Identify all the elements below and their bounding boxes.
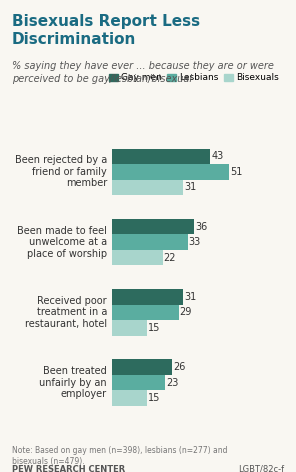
Text: 31: 31: [184, 182, 197, 193]
Text: 36: 36: [196, 222, 208, 232]
Text: Bisexuals Report Less
Discrimination: Bisexuals Report Less Discrimination: [12, 14, 200, 47]
Text: LGBT/82c-f: LGBT/82c-f: [238, 465, 284, 472]
Bar: [112, 250, 163, 265]
Text: Note: Based on gay men (n=398), lesbians (n=277) and
bisexuals (n=479).: Note: Based on gay men (n=398), lesbians…: [12, 446, 227, 466]
Text: 23: 23: [166, 378, 178, 388]
Text: 15: 15: [148, 323, 160, 333]
Bar: [112, 320, 147, 336]
Text: 26: 26: [173, 362, 185, 372]
Text: 22: 22: [164, 253, 176, 262]
Text: 51: 51: [230, 167, 242, 177]
Bar: [112, 164, 229, 180]
Bar: [112, 360, 172, 375]
Text: 31: 31: [184, 292, 197, 302]
Text: 15: 15: [148, 393, 160, 403]
Legend: Gay men, Lesbians, Bisexuals: Gay men, Lesbians, Bisexuals: [106, 70, 282, 86]
Bar: [112, 219, 194, 235]
Text: PEW RESEARCH CENTER: PEW RESEARCH CENTER: [12, 465, 125, 472]
Bar: [112, 289, 183, 304]
Bar: [112, 304, 178, 320]
Text: 33: 33: [189, 237, 201, 247]
Bar: [112, 180, 183, 195]
Bar: [112, 375, 165, 390]
Text: % saying they have ever ... because they are or were
perceived to be gay/lesbian: % saying they have ever ... because they…: [12, 61, 274, 84]
Bar: [112, 235, 188, 250]
Text: 29: 29: [180, 307, 192, 317]
Text: 43: 43: [212, 152, 224, 161]
Bar: [112, 149, 210, 164]
Bar: [112, 390, 147, 406]
